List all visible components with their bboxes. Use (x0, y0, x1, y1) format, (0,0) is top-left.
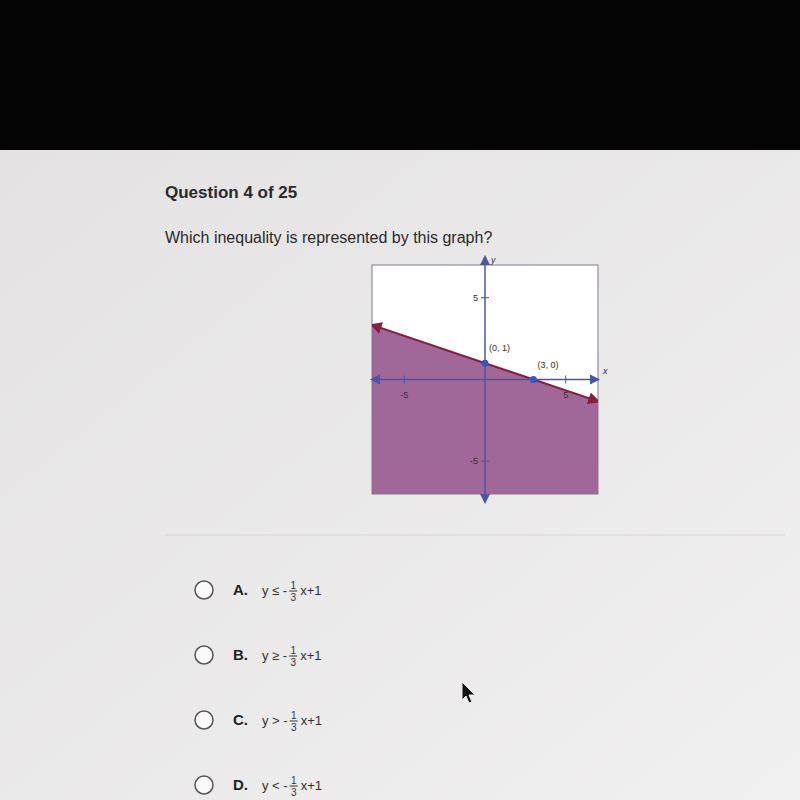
option-letter: C. (233, 711, 248, 728)
screen: Question 4 of 25 Which inequality is repr… (0, 0, 800, 800)
bezel (0, 0, 800, 800)
x-tick-label: 5 (563, 390, 568, 400)
radio-button[interactable] (195, 711, 213, 729)
option-rhs: x+1 (300, 648, 321, 663)
numerator: 1 (291, 710, 297, 721)
numerator: 1 (290, 645, 296, 656)
y-axis-label: y (490, 255, 496, 265)
point-label: (0, 1) (489, 343, 510, 353)
radio-button[interactable] (195, 776, 213, 794)
denominator: 3 (290, 657, 296, 668)
y-axis (484, 257, 486, 502)
header: Question 4 of 25 (165, 183, 297, 202)
option-lhs: y > - (262, 713, 288, 728)
option-lhs: y < - (262, 778, 288, 793)
page (0, 150, 800, 800)
x-tick-label: -5 (400, 390, 408, 400)
mouse-cursor (462, 682, 475, 703)
x-axis-label: x (602, 366, 608, 376)
point-label: (3, 0) (537, 360, 558, 370)
question: Which inequality is represented by this … (165, 229, 492, 246)
y-tick-label: 5 (473, 293, 478, 303)
separator (165, 535, 785, 536)
option-letter: D. (233, 776, 248, 793)
option-letter: B. (233, 646, 248, 663)
y-tick-label: -5 (470, 456, 478, 466)
option-letter: A. (233, 581, 248, 598)
numerator: 1 (290, 580, 296, 591)
option-rhs: x+1 (301, 778, 322, 793)
option-rhs: x+1 (300, 583, 321, 598)
y-tick (481, 297, 489, 298)
option-lhs: y ≤ - (262, 583, 287, 598)
x-tick (404, 376, 405, 384)
numerator: 1 (291, 775, 297, 786)
denominator: 3 (291, 787, 297, 798)
radio-button[interactable] (195, 646, 213, 664)
option-lhs: y ≥ - (262, 648, 287, 663)
y-tick (481, 461, 489, 462)
x-tick (565, 376, 566, 384)
denominator: 3 (290, 592, 296, 603)
option-rhs: x+1 (301, 713, 322, 728)
denominator: 3 (291, 722, 297, 733)
radio-button[interactable] (195, 581, 213, 599)
